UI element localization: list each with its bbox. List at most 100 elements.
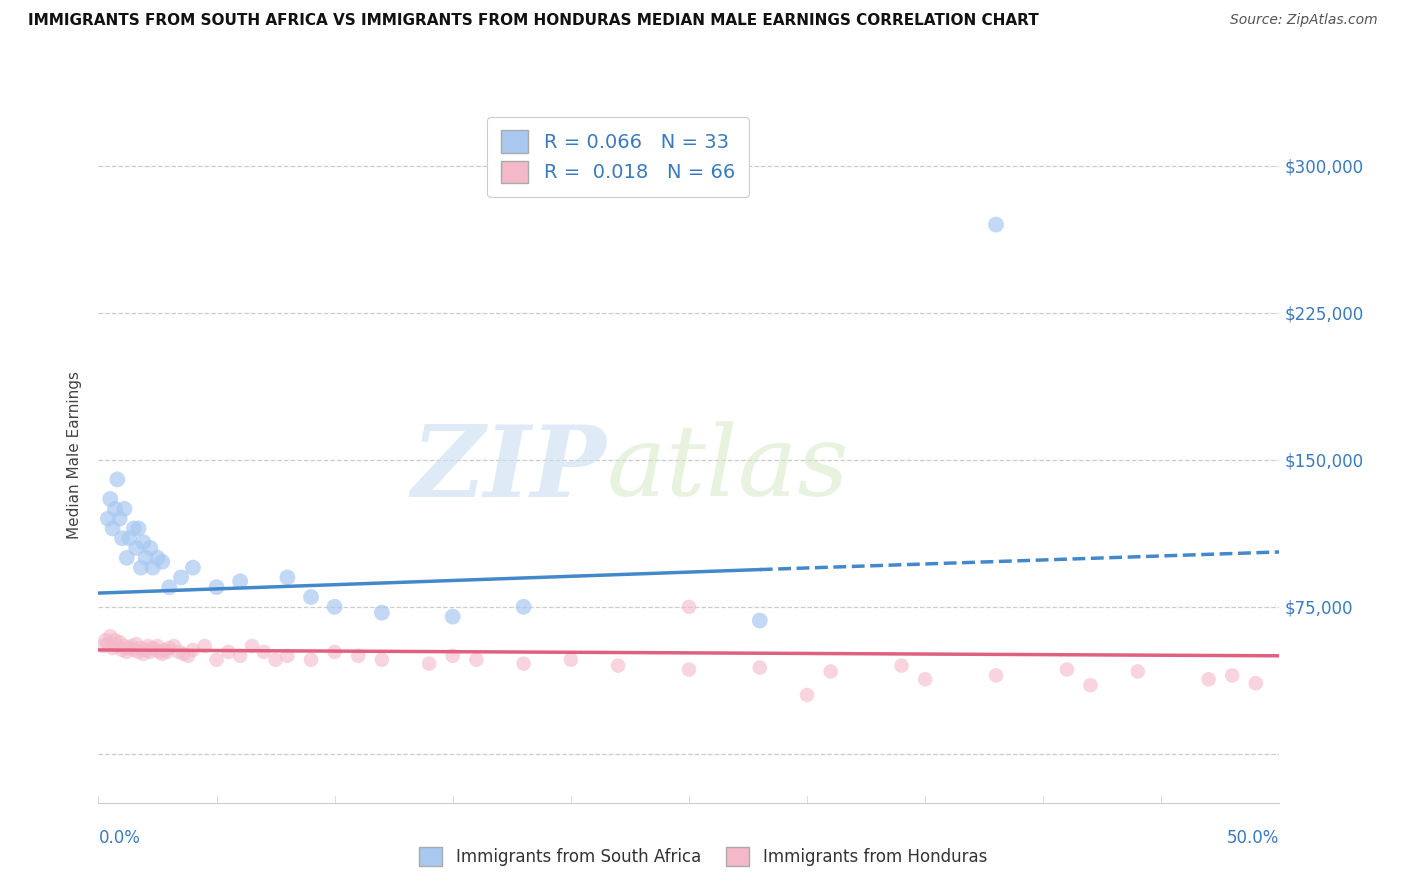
Point: [111, 643, 134, 657]
Point: [143, 643, 166, 657]
Y-axis label: Median Male Earnings: Median Male Earnings: [67, 371, 83, 539]
Point: [177, 648, 200, 663]
Point: [122, 643, 145, 657]
Point: [108, 635, 131, 649]
Text: IMMIGRANTS FROM SOUTH AFRICA VS IMMIGRANTS FROM HONDURAS MEDIAN MALE EARNINGS CO: IMMIGRANTS FROM SOUTH AFRICA VS IMMIGRAN…: [28, 13, 1039, 29]
Text: 0.0%: 0.0%: [98, 829, 141, 847]
Point: [156, 645, 179, 659]
Point: [418, 657, 440, 671]
Point: [136, 639, 159, 653]
Point: [98, 491, 121, 506]
Point: [441, 609, 464, 624]
Text: atlas: atlas: [606, 421, 849, 516]
Point: [347, 648, 370, 663]
Point: [170, 570, 193, 584]
Text: 50.0%: 50.0%: [1227, 829, 1279, 847]
Point: [91, 639, 114, 653]
Point: [205, 653, 228, 667]
Point: [299, 653, 322, 667]
Point: [112, 501, 135, 516]
Point: [139, 645, 162, 659]
Point: [323, 645, 346, 659]
Point: [181, 643, 204, 657]
Point: [820, 665, 842, 679]
Point: [142, 560, 165, 574]
Point: [97, 637, 120, 651]
Text: ZIP: ZIP: [412, 421, 606, 517]
Point: [512, 657, 534, 671]
Point: [149, 645, 172, 659]
Point: [146, 550, 169, 565]
Point: [150, 555, 173, 569]
Point: [108, 511, 131, 525]
Point: [125, 541, 148, 555]
Point: [276, 648, 298, 663]
Point: [984, 218, 1007, 232]
Point: [132, 535, 155, 549]
Point: [748, 614, 770, 628]
Point: [128, 645, 150, 659]
Point: [1198, 673, 1220, 687]
Point: [101, 521, 124, 535]
Point: [607, 658, 630, 673]
Point: [135, 550, 157, 565]
Point: [118, 531, 141, 545]
Point: [276, 570, 298, 584]
Point: [111, 531, 134, 545]
Point: [299, 590, 322, 604]
Point: [1244, 676, 1267, 690]
Point: [678, 599, 700, 614]
Point: [139, 541, 162, 555]
Point: [371, 653, 394, 667]
Point: [512, 599, 534, 614]
Point: [240, 639, 263, 653]
Point: [890, 658, 912, 673]
Point: [914, 673, 936, 687]
Point: [94, 633, 117, 648]
Legend: Immigrants from South Africa, Immigrants from Honduras: Immigrants from South Africa, Immigrants…: [411, 838, 995, 875]
Point: [118, 640, 141, 655]
Point: [129, 560, 152, 574]
Point: [125, 637, 148, 651]
Point: [748, 660, 770, 674]
Text: Source: ZipAtlas.com: Source: ZipAtlas.com: [1230, 13, 1378, 28]
Point: [984, 668, 1007, 682]
Point: [157, 580, 180, 594]
Point: [371, 606, 394, 620]
Point: [441, 648, 464, 663]
Point: [146, 639, 169, 653]
Point: [796, 688, 818, 702]
Point: [1056, 663, 1078, 677]
Point: [128, 521, 150, 535]
Point: [560, 653, 582, 667]
Point: [205, 580, 228, 594]
Point: [264, 653, 287, 667]
Point: [101, 640, 124, 655]
Point: [132, 647, 155, 661]
Point: [104, 501, 127, 516]
Point: [150, 647, 173, 661]
Point: [112, 639, 135, 653]
Point: [229, 648, 252, 663]
Point: [217, 645, 239, 659]
Point: [181, 560, 204, 574]
Point: [1080, 678, 1102, 692]
Point: [98, 629, 121, 643]
Point: [172, 647, 194, 661]
Point: [167, 645, 190, 659]
Point: [229, 574, 252, 589]
Point: [253, 645, 276, 659]
Point: [163, 639, 186, 653]
Point: [157, 640, 180, 655]
Point: [97, 511, 120, 525]
Point: [135, 643, 157, 657]
Point: [323, 599, 346, 614]
Point: [121, 639, 143, 653]
Point: [153, 643, 176, 657]
Point: [465, 653, 488, 667]
Point: [122, 521, 145, 535]
Point: [1126, 665, 1149, 679]
Point: [194, 639, 217, 653]
Point: [115, 550, 138, 565]
Point: [1220, 668, 1243, 682]
